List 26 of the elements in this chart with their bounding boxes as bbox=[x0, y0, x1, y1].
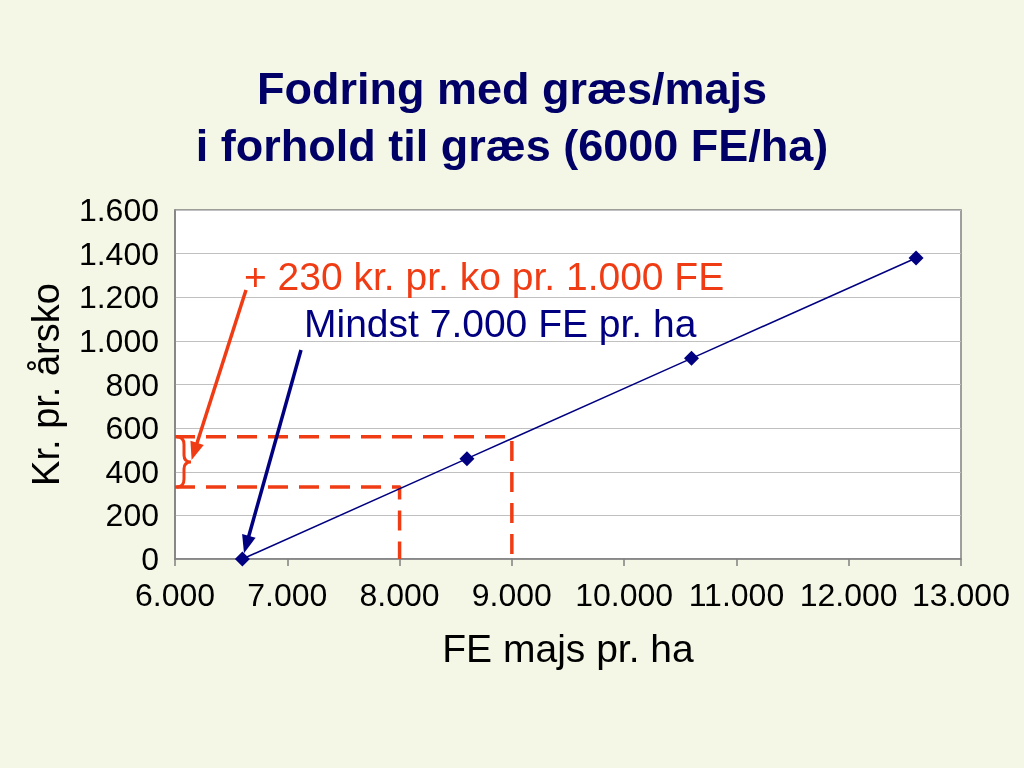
y-tick-label: 1.200 bbox=[78, 279, 159, 316]
y-tick-label: 400 bbox=[105, 453, 159, 490]
x-tick-label: 11.000 bbox=[688, 577, 785, 613]
y-tick-label: 1.600 bbox=[78, 192, 159, 228]
chart-title: Fodring med græs/majs i forhold til græs (6000 FE/ha) bbox=[195, 63, 829, 171]
x-tick-label: 10.000 bbox=[575, 577, 674, 613]
y-tick-label: 200 bbox=[105, 497, 159, 534]
annotation: Mindst 7.000 FE pr. ha bbox=[304, 301, 697, 345]
y-tick-label: 600 bbox=[105, 410, 159, 447]
point bbox=[234, 551, 250, 567]
x-tick-label: 6.000 bbox=[134, 577, 216, 613]
y-tick-label: 0 bbox=[141, 541, 159, 577]
x-tick-label: 7.000 bbox=[247, 577, 328, 613]
x-tick-label: 9.000 bbox=[471, 577, 552, 613]
y-tick-label: 1.400 bbox=[78, 235, 159, 272]
x-tick-label: 12.000 bbox=[799, 577, 898, 613]
x-tick-label: 8.000 bbox=[359, 577, 440, 613]
point bbox=[684, 350, 700, 366]
point bbox=[459, 451, 475, 467]
point bbox=[908, 250, 924, 266]
y-axis-title: Kr. pr. årsko bbox=[25, 283, 67, 486]
x-tick-label: 13.000 bbox=[912, 577, 1010, 613]
x-axis-title: FE majs pr. ha bbox=[442, 627, 695, 670]
annotation: + 230 kr. pr. ko pr. 1.000 FE bbox=[244, 254, 725, 298]
y-tick-label: 1.000 bbox=[78, 322, 159, 359]
y-tick-label: 800 bbox=[105, 366, 159, 403]
